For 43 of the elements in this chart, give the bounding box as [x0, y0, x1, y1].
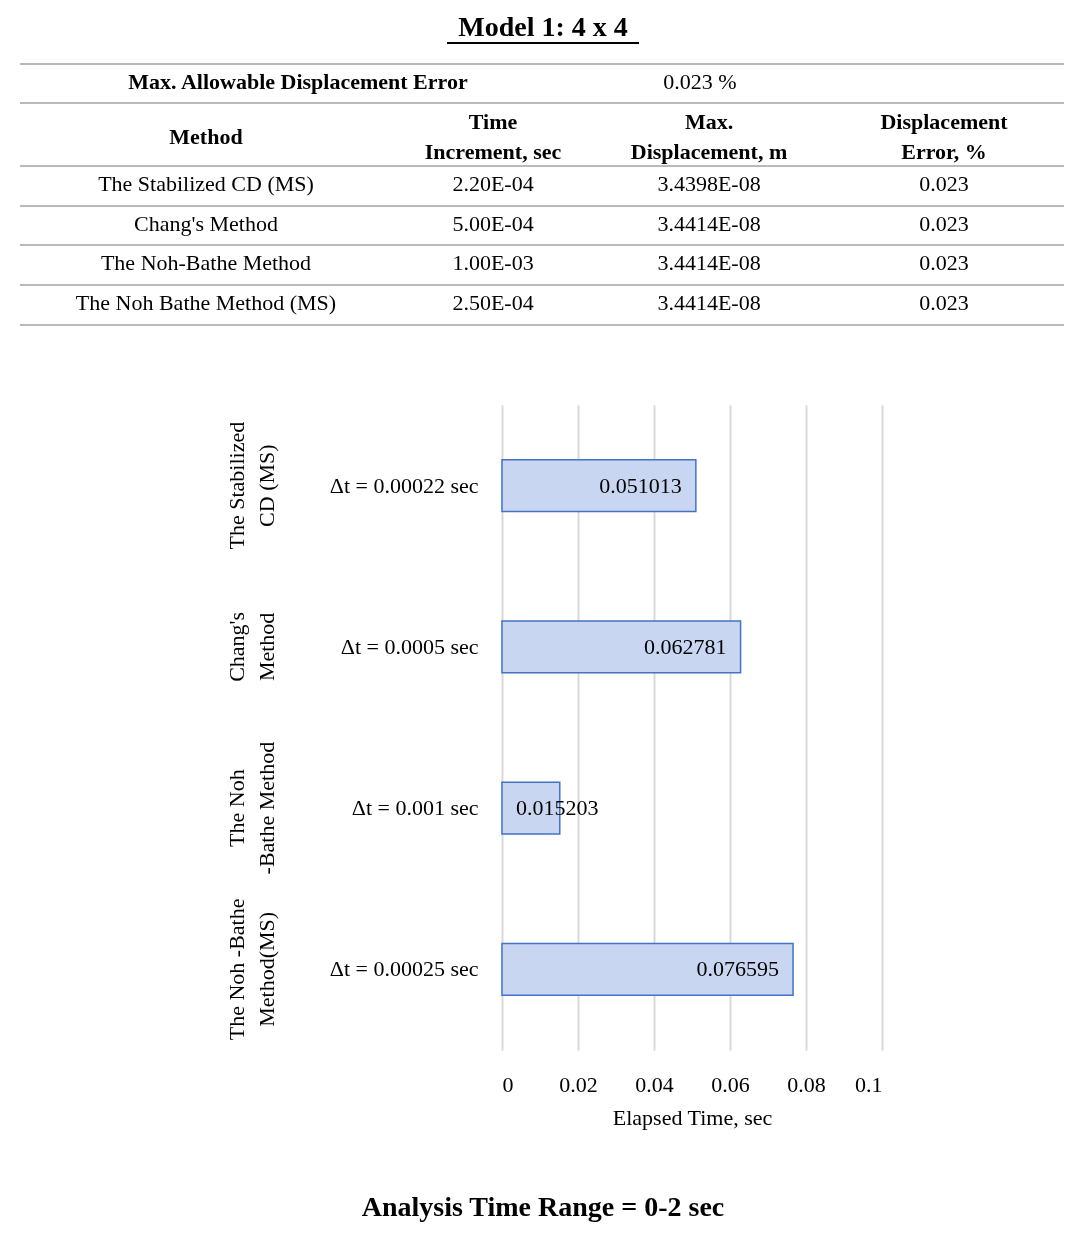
text: 2.20E-04 — [452, 171, 534, 196]
text: The Stabilized CD (MS) — [98, 171, 314, 196]
data-label: 0.051013 — [599, 472, 682, 498]
x-tick-label: 0.04 — [635, 1071, 674, 1097]
text: 0.023 — [919, 250, 969, 275]
text: 0.023 — [919, 211, 969, 236]
y-tick-label: Δt = 0.00025 sec — [329, 956, 479, 982]
text: Analysis Time Range = 0-2 sec — [361, 1191, 725, 1222]
text: The Stabilized CD (MS) — [224, 421, 279, 550]
x-tick-label: 0.02 — [559, 1071, 598, 1097]
y-tick-label: Δt = 0.00022 sec — [329, 472, 479, 498]
text: 3.4414E-08 — [657, 290, 761, 315]
chart-title: Model 1: 4 x 4 — [458, 11, 628, 42]
y-tick-label: Δt = 0.001 sec — [351, 795, 479, 821]
text: Time Increment, sec — [424, 109, 562, 164]
y-tick-label: Δt = 0.0005 sec — [340, 633, 479, 659]
text: Chang's Method — [134, 211, 278, 236]
x-tick-label: 0.1 — [855, 1071, 883, 1097]
x-axis-title: Elapsed Time, sec — [612, 1104, 773, 1130]
text: Method — [169, 124, 243, 149]
x-tick-label: 0 — [502, 1071, 514, 1097]
data-label: 0.076595 — [696, 956, 780, 982]
text: Chang's Method — [224, 611, 279, 682]
text: 3.4414E-08 — [657, 211, 761, 236]
text: The Noh -Bathe Method — [224, 741, 279, 875]
data-label: 0.015203 — [516, 795, 599, 821]
text: The Noh-Bathe Method — [100, 250, 312, 275]
x-tick-label: 0.08 — [787, 1071, 826, 1097]
text: 3.4398E-08 — [657, 171, 761, 196]
text: Max. Displacement, m — [630, 109, 788, 164]
x-tick-label: 0.06 — [711, 1071, 750, 1097]
text: The Noh -Bathe Method(MS) — [224, 898, 279, 1041]
text: 0.023 % — [663, 69, 737, 94]
text: 2.50E-04 — [452, 290, 534, 315]
text: 3.4414E-08 — [657, 250, 761, 275]
data-label: 0.062781 — [644, 633, 727, 659]
text: 5.00E-04 — [452, 211, 534, 236]
text: Displacement Error, % — [880, 109, 1009, 164]
text: 0.023 — [919, 290, 969, 315]
text: Max. Allowable Displacement Error — [128, 69, 468, 94]
text: The Noh Bathe Method (MS) — [75, 290, 337, 315]
text: 0.023 — [919, 171, 969, 196]
text: 1.00E-03 — [452, 250, 534, 275]
